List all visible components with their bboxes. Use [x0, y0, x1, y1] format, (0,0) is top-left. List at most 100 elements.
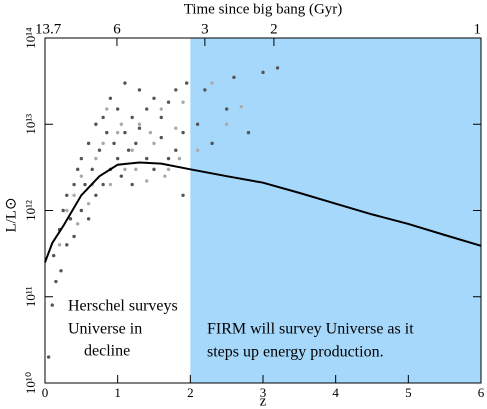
- data-point: [123, 130, 127, 135]
- data-point: [130, 115, 134, 120]
- data-point: [65, 193, 69, 198]
- data-point: [94, 193, 98, 198]
- data-point: [65, 208, 69, 213]
- data-point: [76, 167, 80, 172]
- data-point: [137, 122, 142, 126]
- data-point: [145, 179, 149, 183]
- data-point: [65, 243, 69, 247]
- y-tick-label: 10¹³: [23, 114, 38, 135]
- data-point: [130, 182, 134, 187]
- data-point: [76, 222, 80, 226]
- data-point: [115, 156, 120, 161]
- data-point: [61, 208, 65, 213]
- y-tick-label: 10¹⁰: [23, 372, 38, 394]
- data-point: [181, 193, 185, 198]
- data-point: [195, 148, 200, 152]
- data-point: [246, 130, 251, 135]
- highlight-region: [190, 38, 482, 383]
- data-point: [145, 156, 149, 161]
- data-point: [166, 156, 171, 161]
- data-point: [163, 174, 167, 178]
- data-point: [159, 107, 163, 111]
- data-point: [54, 279, 58, 284]
- data-point: [79, 156, 84, 161]
- data-point: [94, 122, 98, 126]
- data-point: [108, 96, 113, 100]
- data-point: [119, 174, 124, 178]
- data-point: [105, 130, 109, 135]
- data-point: [46, 355, 51, 359]
- x-tick-label: 4: [332, 385, 339, 400]
- data-point: [83, 182, 87, 187]
- data-point: [97, 148, 102, 152]
- data-point: [123, 167, 127, 172]
- data-point: [174, 88, 178, 92]
- x-tick-label: 5: [405, 385, 412, 400]
- x2-tick-label: 1: [474, 21, 482, 37]
- annotation: FIRM will survey Universe as it: [207, 321, 414, 338]
- data-point: [195, 122, 200, 126]
- data-point: [86, 217, 91, 221]
- x-tick-label: 2: [187, 385, 194, 400]
- data-point: [174, 126, 178, 130]
- data-point: [108, 182, 113, 187]
- data-point: [52, 253, 56, 258]
- annotation: steps up energy production.: [207, 344, 384, 361]
- data-point: [148, 130, 153, 135]
- annotation: decline: [84, 343, 130, 360]
- data-point: [134, 141, 138, 146]
- data-point: [152, 96, 156, 100]
- annotation: Herschel surveys: [68, 298, 178, 315]
- x2-tick-label: 3: [201, 21, 209, 37]
- data-point: [59, 269, 63, 273]
- data-point: [152, 141, 156, 146]
- data-point: [105, 107, 109, 111]
- data-point: [101, 115, 105, 120]
- model-curve: [44, 161, 482, 263]
- x-tick-label: 3: [260, 385, 267, 400]
- data-point: [166, 100, 171, 104]
- data-point: [174, 148, 178, 152]
- data-point: [90, 167, 94, 172]
- data-point: [185, 81, 189, 85]
- data-point: [181, 100, 185, 104]
- data-point: [159, 115, 163, 120]
- data-point: [224, 122, 229, 126]
- x-tick-label: 0: [42, 385, 49, 400]
- data-point: [239, 104, 243, 109]
- x-tick-label: 6: [478, 385, 485, 400]
- y-tick-label: 10¹⁴: [23, 27, 38, 49]
- data-point: [72, 234, 76, 239]
- data-point: [101, 141, 105, 146]
- data-point: [159, 135, 163, 140]
- data-point: [137, 126, 142, 130]
- data-point: [232, 75, 236, 80]
- data-point: [130, 148, 134, 152]
- data-point: [79, 208, 84, 213]
- data-point: [86, 141, 91, 146]
- data-point: [134, 167, 138, 172]
- data-point: [119, 122, 124, 126]
- data-point: [210, 141, 214, 146]
- data-point: [275, 66, 280, 70]
- data-point: [145, 107, 149, 111]
- y-axis-label: L/L⊙: [3, 197, 19, 232]
- data-point: [166, 167, 171, 172]
- x-axis-label: z: [260, 393, 267, 409]
- data-point: [50, 303, 54, 307]
- data-point: [210, 81, 214, 85]
- y-tick-label: 10¹¹: [23, 286, 38, 307]
- x2-tick-label: 13.7: [35, 21, 62, 37]
- data-point: [68, 217, 73, 221]
- data-point: [224, 107, 229, 111]
- data-point: [115, 130, 120, 135]
- data-point: [203, 88, 207, 92]
- x2-tick-label: 2: [270, 21, 278, 37]
- data-point: [57, 243, 62, 247]
- data-point: [137, 88, 142, 92]
- data-point: [86, 201, 91, 206]
- data-point: [79, 174, 84, 178]
- data-point: [177, 156, 182, 161]
- annotation: Universe in: [68, 321, 142, 338]
